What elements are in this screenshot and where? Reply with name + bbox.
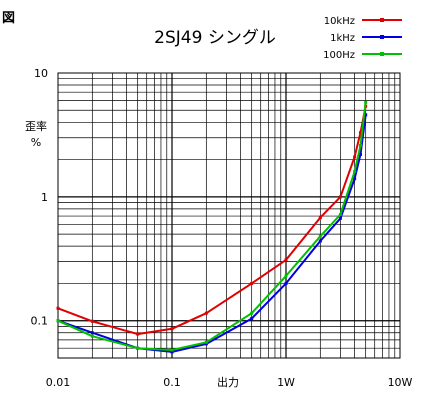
y-tick-label: 1 [41, 191, 48, 204]
y-axis-label: 歪率% [25, 119, 47, 149]
x-tick-label: 0.01 [46, 376, 71, 389]
data-point [90, 334, 94, 338]
data-point [204, 340, 208, 344]
data-point [170, 327, 174, 331]
grid [58, 73, 400, 358]
x-tick-label: 0.1 [163, 376, 181, 389]
legend-label-10khz: 10kHz [324, 16, 355, 27]
data-point [136, 346, 140, 350]
plot-frame [57, 72, 401, 359]
data-point [338, 213, 342, 217]
data-point [358, 131, 362, 135]
data-point [284, 258, 288, 262]
legend-label-1khz: 1kHz [330, 33, 355, 44]
data-point [136, 332, 140, 336]
data-point [358, 152, 362, 156]
legend: 10kHz 1kHz 100Hz [323, 16, 402, 61]
legend-marker-10khz [380, 18, 384, 22]
y-tick-label: 10 [34, 67, 48, 80]
series-group [56, 100, 368, 354]
data-point [204, 311, 208, 315]
data-point [204, 342, 208, 346]
x-axis-label: 出力 [217, 375, 239, 389]
data-point [358, 143, 362, 147]
data-point [353, 155, 357, 159]
series-100hz [56, 100, 368, 352]
data-point [353, 177, 357, 181]
data-point [338, 195, 342, 199]
x-tick-label: 10W [388, 376, 413, 389]
series-line-10khz [57, 105, 367, 336]
data-point [250, 281, 254, 285]
data-point [318, 239, 322, 243]
x-tick-labels: 0.01 0.1 1W 10W [46, 376, 413, 389]
series-line-100hz [57, 102, 367, 351]
data-point [90, 331, 94, 335]
series-line-1khz [57, 114, 367, 353]
data-point [250, 317, 254, 321]
legend-marker-100hz [380, 52, 384, 56]
legend-label-100hz: 100Hz [323, 50, 355, 61]
x-tick-label: 1W [277, 376, 295, 389]
data-point [364, 100, 368, 104]
y-tick-labels: 0.1 1 10 [31, 67, 49, 328]
figure-label: 図 [2, 11, 15, 26]
data-point [56, 319, 60, 323]
data-point [318, 216, 322, 220]
data-point [353, 170, 357, 174]
data-point [284, 281, 288, 285]
y-tick-label: 0.1 [31, 315, 49, 328]
data-point [170, 348, 174, 352]
data-point [90, 319, 94, 323]
data-point [364, 113, 368, 117]
data-point [170, 350, 174, 354]
y-axis-label-line: % [31, 136, 41, 149]
y-axis-label-line: 歪率 [25, 119, 47, 133]
data-point [338, 216, 342, 220]
data-point [318, 234, 322, 238]
chart-title: 2SJ49 シングル [154, 28, 276, 48]
legend-marker-1khz [380, 35, 384, 39]
data-point [250, 311, 254, 315]
data-point [56, 306, 60, 310]
data-point [284, 274, 288, 278]
